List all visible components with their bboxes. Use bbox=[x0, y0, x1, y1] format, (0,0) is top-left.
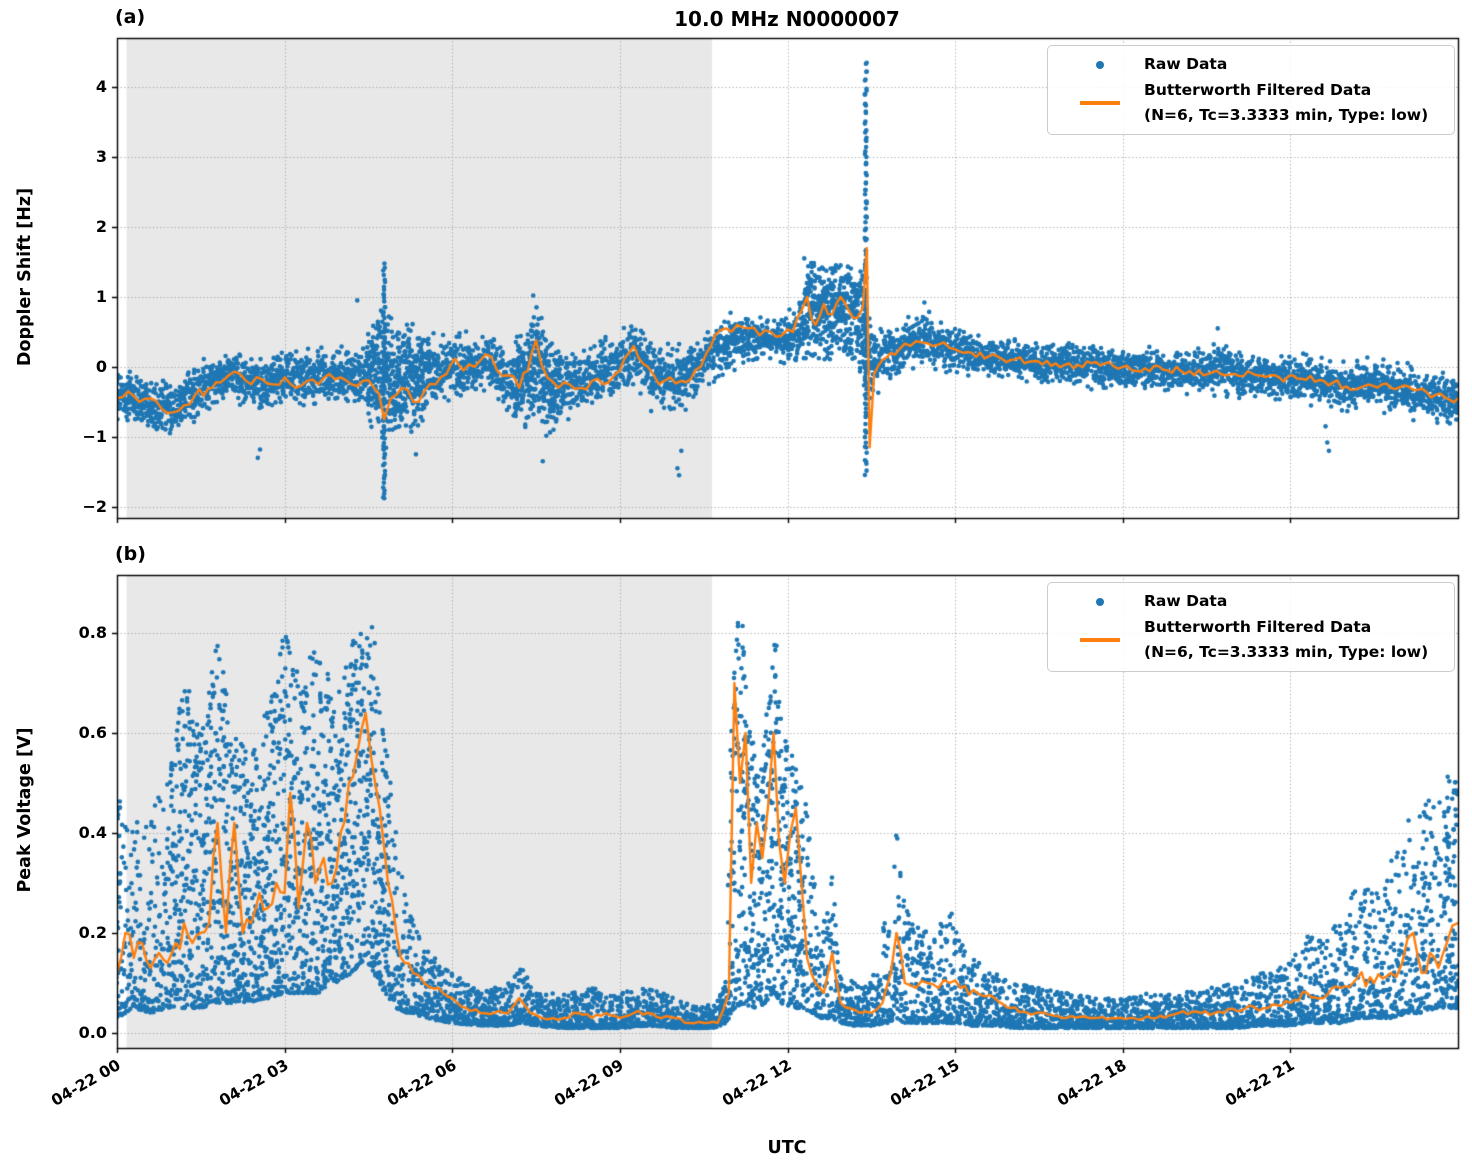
y-tick-label: −2 bbox=[82, 496, 107, 516]
filtered-line-marker bbox=[1080, 101, 1120, 105]
y-tick-label: 0.4 bbox=[78, 823, 107, 842]
y-tick-label: −1 bbox=[82, 426, 107, 446]
filtered-line-marker bbox=[1080, 638, 1120, 642]
legend-raw-row: Raw Data bbox=[1056, 588, 1446, 615]
y-tick-label: 0.8 bbox=[78, 623, 107, 642]
legend-raw-label: Raw Data bbox=[1144, 55, 1228, 73]
y-tick-label: 1 bbox=[95, 286, 107, 306]
legend-panel-a: Raw Data Butterworth Filtered Data (N=6,… bbox=[1047, 45, 1455, 135]
legend-filtered-row: Butterworth Filtered Data (N=6, Tc=3.333… bbox=[1056, 78, 1446, 128]
legend-filtered-label-line1: Butterworth Filtered Data bbox=[1144, 618, 1372, 636]
y-tick-label: 0.6 bbox=[78, 723, 107, 742]
y-axis-label-voltage: Peak Voltage [V] bbox=[15, 727, 35, 893]
raw-data-dot-marker bbox=[1096, 60, 1104, 69]
legend-filtered-row: Butterworth Filtered Data (N=6, Tc=3.333… bbox=[1056, 615, 1446, 665]
y-tick-label: 0.0 bbox=[78, 1023, 107, 1042]
y-tick-label: 2 bbox=[95, 216, 107, 236]
y-tick-label: 0 bbox=[95, 356, 107, 376]
legend-panel-b: Raw Data Butterworth Filtered Data (N=6,… bbox=[1047, 582, 1455, 672]
x-axis-label: UTC bbox=[767, 1138, 807, 1158]
y-tick-label: 4 bbox=[95, 76, 107, 96]
y-tick-label: 3 bbox=[95, 146, 107, 166]
chart-title: 10.0 MHz N0000007 bbox=[674, 7, 900, 31]
raw-data-dot-marker bbox=[1096, 597, 1104, 606]
y-axis-label-doppler: Doppler Shift [Hz] bbox=[15, 187, 35, 367]
y-tick-label: 0.2 bbox=[78, 923, 107, 942]
legend-raw-row: Raw Data bbox=[1056, 51, 1446, 78]
panel-b-tag: (b) bbox=[115, 543, 146, 565]
legend-filtered-label-line2: (N=6, Tc=3.3333 min, Type: low) bbox=[1144, 643, 1429, 661]
legend-filtered-label-line2: (N=6, Tc=3.3333 min, Type: low) bbox=[1144, 106, 1429, 124]
legend-raw-label: Raw Data bbox=[1144, 592, 1228, 610]
legend-filtered-label-line1: Butterworth Filtered Data bbox=[1144, 81, 1372, 99]
panel-a-tag: (a) bbox=[115, 6, 146, 28]
